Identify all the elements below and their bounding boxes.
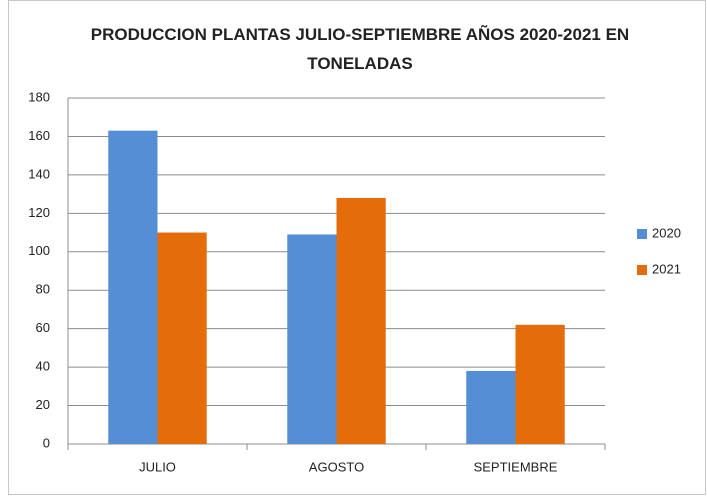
legend-swatch bbox=[637, 229, 647, 239]
y-tick-label: 20 bbox=[36, 397, 50, 412]
bar bbox=[336, 197, 386, 444]
legend-swatch bbox=[637, 265, 647, 275]
chart-border bbox=[8, 0, 706, 495]
bar bbox=[157, 232, 207, 444]
bar bbox=[466, 370, 516, 444]
x-tick-label: SEPTIEMBRE bbox=[474, 459, 558, 474]
y-tick-label: 160 bbox=[28, 128, 50, 143]
x-tick-label: AGOSTO bbox=[309, 459, 364, 474]
y-tick-label: 120 bbox=[28, 205, 50, 220]
y-tick-label: 60 bbox=[36, 320, 50, 335]
legend-label: 2021 bbox=[652, 261, 681, 276]
y-tick-label: 80 bbox=[36, 282, 50, 297]
y-tick-label: 180 bbox=[28, 89, 50, 104]
x-tick-label: JULIO bbox=[139, 459, 176, 474]
bar bbox=[515, 324, 565, 444]
bar bbox=[287, 234, 337, 444]
y-tick-label: 0 bbox=[43, 435, 50, 450]
y-tick-label: 100 bbox=[28, 243, 50, 258]
y-tick-label: 140 bbox=[28, 166, 50, 181]
bar bbox=[108, 130, 158, 444]
chart-title: PRODUCCION PLANTAS JULIO-SEPTIEMBRE AÑOS… bbox=[90, 25, 630, 73]
y-tick-label: 40 bbox=[36, 359, 50, 374]
legend-label: 2020 bbox=[652, 225, 681, 240]
